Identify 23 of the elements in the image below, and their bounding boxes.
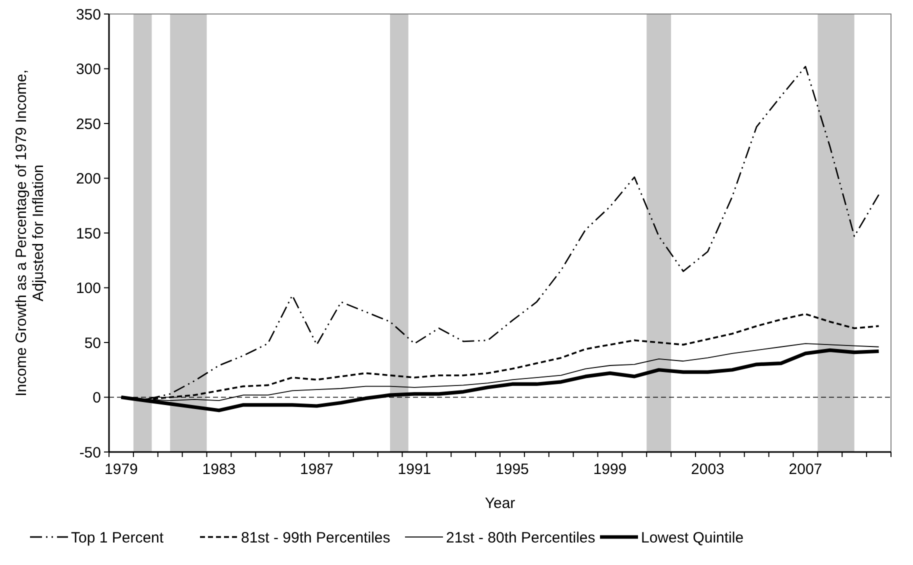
y-tick-label: 100	[76, 280, 101, 297]
y-tick-label: 200	[76, 170, 101, 188]
x-tick-label: 1991	[398, 461, 432, 478]
legend-label: 81st - 99th Percentiles	[241, 529, 390, 546]
y-tick-label: 300	[76, 61, 101, 78]
x-axis-title: Year	[484, 495, 516, 512]
y-tick-label: 250	[76, 116, 101, 133]
legend-label: 21st - 80th Percentiles	[446, 529, 596, 546]
y-tick-label: -50	[79, 444, 101, 462]
y-tick-label: 350	[76, 6, 101, 24]
y-axis-title: Income Growth as a Percentage of 1979 Income, Adjusted for Inflation	[13, 70, 47, 396]
x-tick-label: 1987	[300, 461, 334, 478]
y-tick-label: 0	[92, 390, 101, 406]
x-tick-label: 1979	[104, 461, 138, 478]
legend-label: Top 1 Percent	[71, 529, 164, 546]
x-tick-label: 1983	[202, 461, 236, 478]
x-tick-label: 2003	[691, 461, 724, 478]
y-tick-label: 150	[76, 225, 101, 242]
legend-label: Lowest Quintile	[641, 529, 744, 546]
y-tick-label: 50	[84, 334, 101, 352]
x-tick-label: 1995	[496, 461, 529, 478]
x-tick-label: 1999	[593, 461, 627, 478]
x-tick-label: 2007	[788, 461, 822, 478]
